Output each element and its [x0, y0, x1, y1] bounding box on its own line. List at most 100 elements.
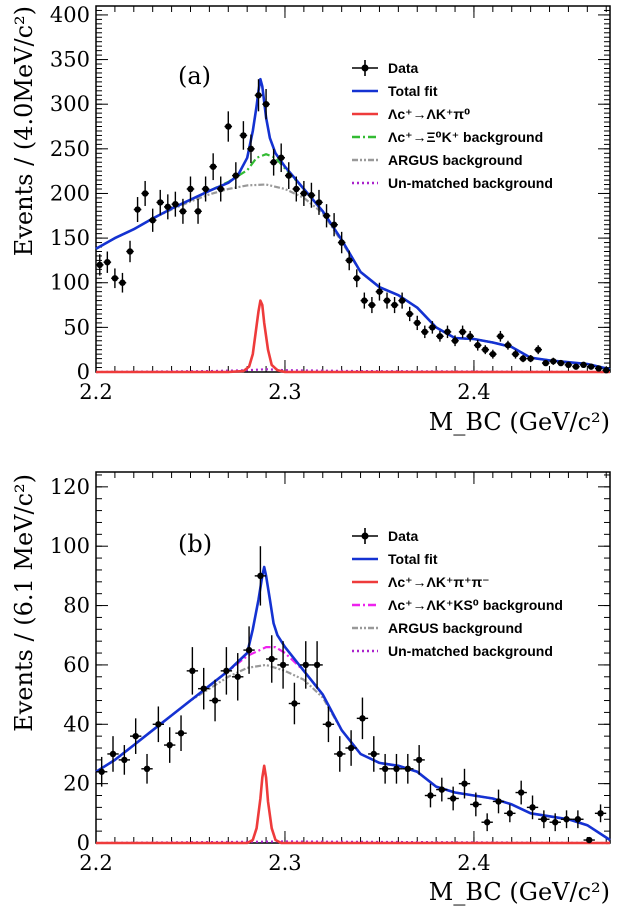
data-point: [334, 736, 346, 772]
data-marker: [247, 145, 255, 153]
data-point: [239, 121, 248, 150]
data-point: [515, 780, 527, 805]
data-point: [118, 272, 127, 293]
data-marker: [177, 729, 185, 737]
data-point: [111, 268, 119, 289]
data-point: [315, 189, 323, 215]
data-point: [284, 162, 293, 189]
data-points-b: [96, 546, 607, 844]
legend-label: Un-matched background: [388, 175, 553, 191]
data-points-a: [96, 79, 610, 374]
data-point: [254, 546, 267, 606]
data-point: [243, 626, 255, 674]
data-point: [292, 176, 301, 202]
data-point: [254, 79, 263, 112]
y-tick-label: 100: [50, 271, 90, 295]
legend-marker-dot: [361, 64, 369, 72]
data-point: [436, 777, 448, 802]
data-marker: [189, 667, 196, 675]
y-tick-label: 60: [63, 653, 90, 677]
data-point: [269, 148, 278, 176]
data-marker: [391, 301, 398, 309]
data-point: [216, 176, 225, 202]
data-marker: [194, 208, 202, 215]
data-point: [186, 176, 195, 202]
legend-item: ARGUS background: [352, 620, 523, 636]
data-marker: [565, 361, 572, 369]
data-point: [511, 349, 520, 359]
y-tick-label: 40: [63, 712, 90, 736]
legend-label: Un-matched background: [388, 643, 553, 659]
data-point: [466, 330, 474, 342]
data-point: [489, 349, 497, 359]
data-marker: [574, 816, 582, 823]
series-line-c-k: [96, 299, 610, 374]
panel-a: 0 50 100 150 200 250 300 350 400 2.2 2.3 2.4 (a) Da…: [10, 3, 611, 436]
data-point: [402, 753, 414, 784]
data-point: [379, 753, 391, 784]
data-marker: [489, 350, 497, 358]
data-point: [504, 804, 516, 823]
data-marker: [359, 715, 366, 722]
data-point: [360, 292, 369, 309]
data-marker: [315, 199, 323, 206]
data-point: [519, 355, 527, 363]
x-tick-label: 2.3: [268, 380, 301, 404]
legend-label: Total fit: [388, 551, 438, 567]
data-marker: [438, 786, 446, 793]
data-point: [549, 813, 561, 832]
data-point: [458, 768, 471, 799]
data-point: [579, 361, 588, 369]
data-marker: [166, 741, 173, 749]
data-marker: [240, 132, 247, 139]
data-point: [481, 813, 493, 832]
data-point: [175, 715, 187, 751]
tick-labels-b: 0 20 40 60 80 100 120 2.2 2.3 2.4: [50, 475, 491, 875]
data-marker: [302, 661, 309, 669]
data-point: [560, 810, 573, 829]
data-marker: [119, 279, 126, 286]
y-tick-label: 300: [50, 92, 90, 116]
data-point: [232, 162, 240, 189]
data-marker: [217, 185, 224, 193]
data-point: [383, 292, 391, 309]
data-point: [262, 89, 270, 120]
data-marker: [313, 661, 321, 669]
data-marker: [353, 275, 360, 282]
data-point: [451, 335, 459, 347]
data-marker: [300, 190, 308, 197]
data-marker: [109, 750, 117, 758]
y-tick-label: 100: [50, 534, 90, 558]
data-point: [549, 357, 558, 365]
panel-label-b: (b): [178, 530, 212, 558]
legend-label: ARGUS background: [388, 620, 523, 636]
data-point: [288, 682, 301, 725]
data-marker: [436, 333, 444, 340]
data-marker: [172, 200, 179, 208]
legend-item: Un-matched background: [352, 175, 553, 191]
data-marker: [255, 92, 262, 99]
data-marker: [563, 816, 570, 823]
data-marker: [111, 275, 119, 282]
data-marker: [293, 185, 300, 193]
legend-b: Data Total fit Λc⁺→ΛK⁺π⁺π⁻ Λc⁺→ΛK⁺KS⁰ backg…: [352, 528, 563, 659]
x-axis-title-a: M_BC (GeV/c²): [429, 408, 610, 436]
data-marker: [368, 301, 376, 309]
y-tick-label: 120: [50, 475, 90, 499]
data-point: [198, 667, 210, 710]
data-marker: [325, 721, 332, 728]
data-point: [368, 736, 380, 772]
x-tick-label: 2.2: [79, 851, 112, 875]
data-marker: [404, 765, 412, 772]
data-point: [337, 231, 346, 254]
data-marker: [398, 297, 406, 304]
data-point: [201, 176, 210, 202]
data-marker: [449, 795, 457, 802]
data-marker: [155, 721, 162, 728]
data-point: [602, 367, 610, 374]
data-marker: [534, 346, 542, 353]
data-marker: [482, 346, 489, 353]
data-marker: [268, 655, 275, 663]
data-point: [164, 727, 176, 763]
